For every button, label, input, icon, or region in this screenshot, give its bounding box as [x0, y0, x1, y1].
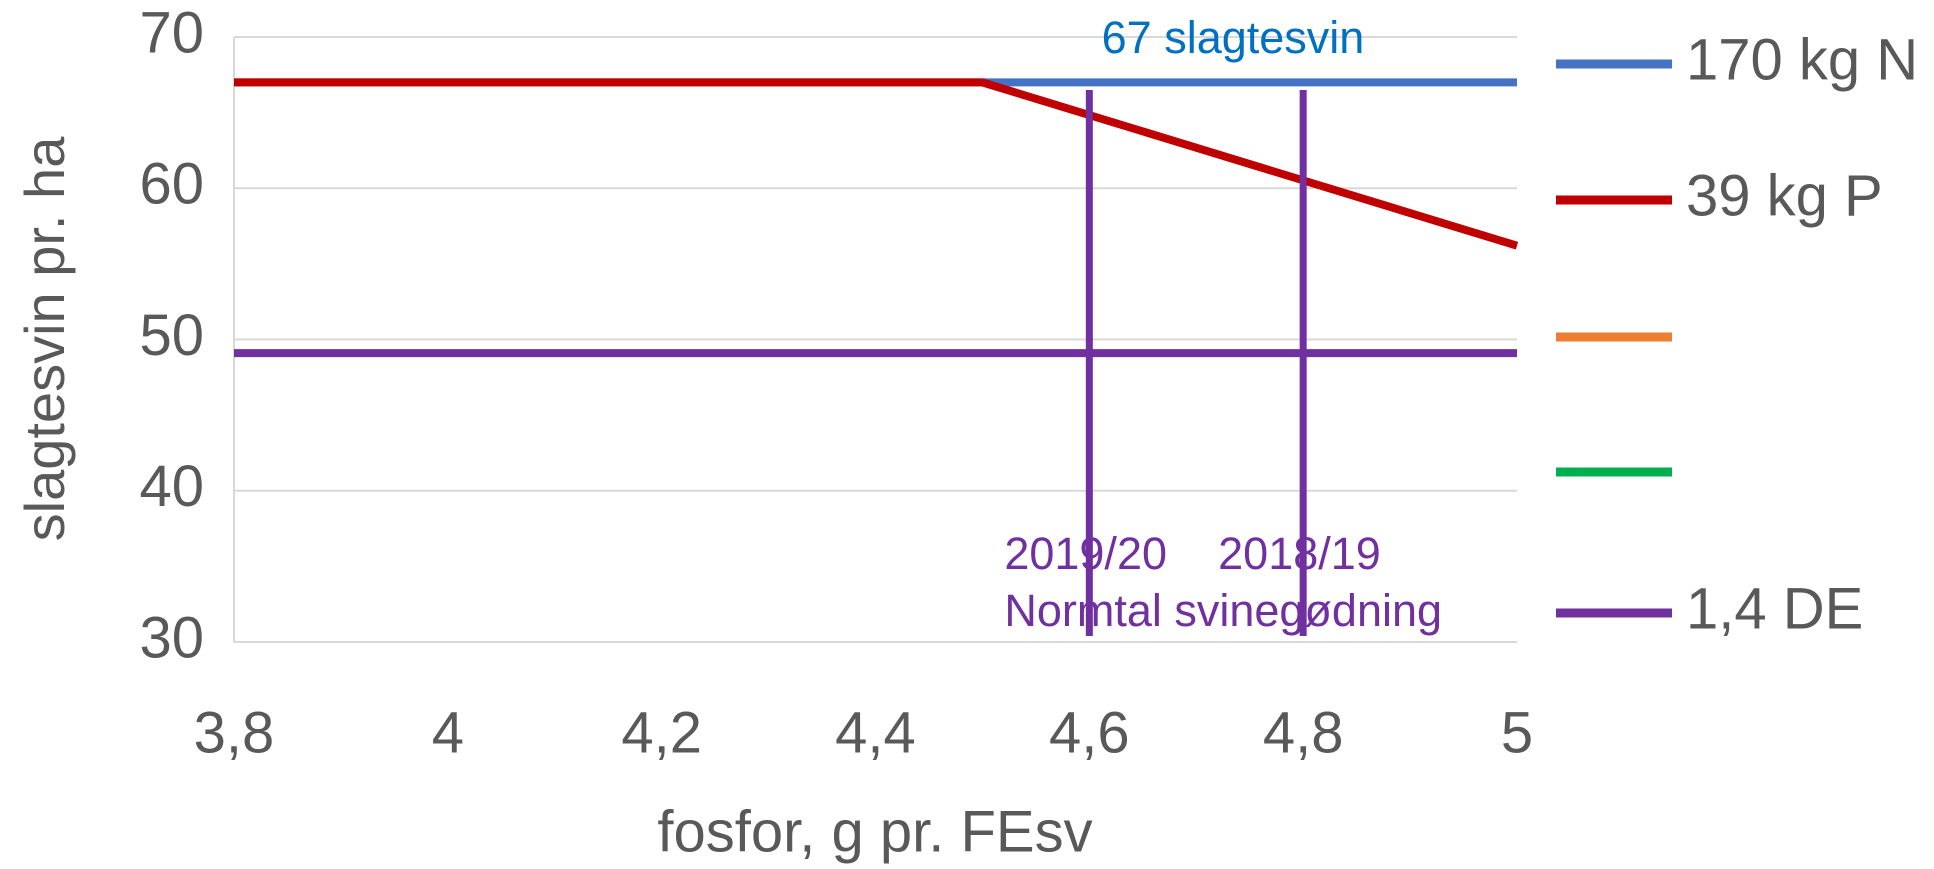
x-tick-label: 4,4 [835, 700, 916, 765]
y-tick-label: 50 [139, 303, 204, 368]
reference-label: 2019/20 [1004, 528, 1167, 579]
y-tick-label: 60 [139, 152, 204, 217]
y-tick-label: 40 [139, 454, 204, 519]
y-axis-label: slagtesvin pr. ha [13, 136, 76, 542]
legend-label: 1,4 DE [1686, 576, 1863, 641]
reference-label: 2018/19 [1218, 528, 1381, 579]
legend-label: 39 kg P [1686, 163, 1883, 228]
x-tick-label: 4,2 [621, 700, 702, 765]
x-axis-label: fosfor, g pr. FEsv [657, 799, 1092, 864]
x-tick-label: 5 [1501, 700, 1533, 765]
legend-label: 170 kg N [1686, 27, 1918, 92]
x-tick-label: 4,6 [1049, 700, 1130, 765]
annotation: Normtal svinegødning [1004, 585, 1442, 636]
x-tick-label: 4,8 [1263, 700, 1344, 765]
y-tick-label: 30 [139, 605, 204, 670]
x-tick-label: 4 [432, 700, 464, 765]
x-tick-label: 3,8 [194, 700, 275, 765]
series-line [234, 78, 1519, 250]
y-tick-label: 70 [139, 0, 204, 65]
annotation: 67 slagtesvin [1102, 12, 1365, 63]
